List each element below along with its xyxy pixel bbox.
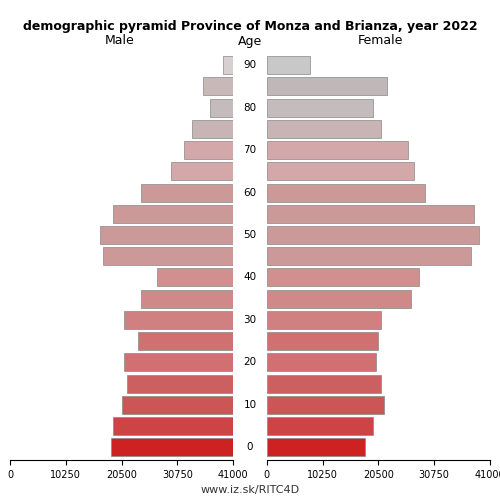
Bar	[100, 226, 234, 244]
Bar	[266, 396, 384, 414]
Bar	[266, 290, 411, 308]
Bar	[266, 247, 471, 266]
Bar	[124, 354, 234, 372]
Bar	[210, 98, 234, 116]
Bar	[114, 205, 234, 223]
Text: 50: 50	[244, 230, 256, 240]
Text: 80: 80	[244, 102, 256, 113]
Bar	[266, 332, 378, 350]
Bar	[192, 120, 234, 138]
Bar	[102, 247, 234, 266]
Bar	[266, 438, 365, 456]
Bar	[266, 141, 408, 159]
Bar	[266, 98, 373, 116]
Bar	[266, 205, 474, 223]
Bar	[266, 78, 386, 96]
Bar	[266, 374, 381, 392]
Text: Male: Male	[105, 34, 135, 48]
Bar	[266, 56, 310, 74]
Bar	[266, 354, 376, 372]
Bar	[266, 417, 373, 435]
Text: 90: 90	[244, 60, 256, 70]
Text: 10: 10	[244, 400, 256, 410]
Text: www.iz.sk/RITC4D: www.iz.sk/RITC4D	[200, 484, 300, 494]
Bar	[266, 162, 414, 180]
Bar	[266, 226, 479, 244]
Text: demographic pyramid Province of Monza and Brianza, year 2022: demographic pyramid Province of Monza an…	[22, 20, 477, 33]
Bar	[124, 311, 234, 329]
Text: Age: Age	[238, 34, 262, 48]
Bar	[127, 374, 234, 392]
Bar	[140, 290, 234, 308]
Text: 0: 0	[247, 442, 254, 452]
Text: Female: Female	[358, 34, 403, 48]
Text: 40: 40	[244, 272, 256, 282]
Bar	[114, 417, 234, 435]
Bar	[204, 78, 234, 96]
Bar	[266, 184, 424, 202]
Bar	[110, 438, 234, 456]
Bar	[157, 268, 234, 286]
Bar	[184, 141, 234, 159]
Text: 30: 30	[244, 315, 256, 325]
Bar	[122, 396, 234, 414]
Bar	[224, 56, 234, 74]
Bar	[266, 268, 419, 286]
Text: 70: 70	[244, 145, 256, 155]
Bar	[138, 332, 234, 350]
Bar	[266, 311, 381, 329]
Text: 20: 20	[244, 358, 256, 368]
Text: 60: 60	[244, 188, 256, 198]
Bar	[170, 162, 234, 180]
Bar	[266, 120, 381, 138]
Bar	[140, 184, 234, 202]
